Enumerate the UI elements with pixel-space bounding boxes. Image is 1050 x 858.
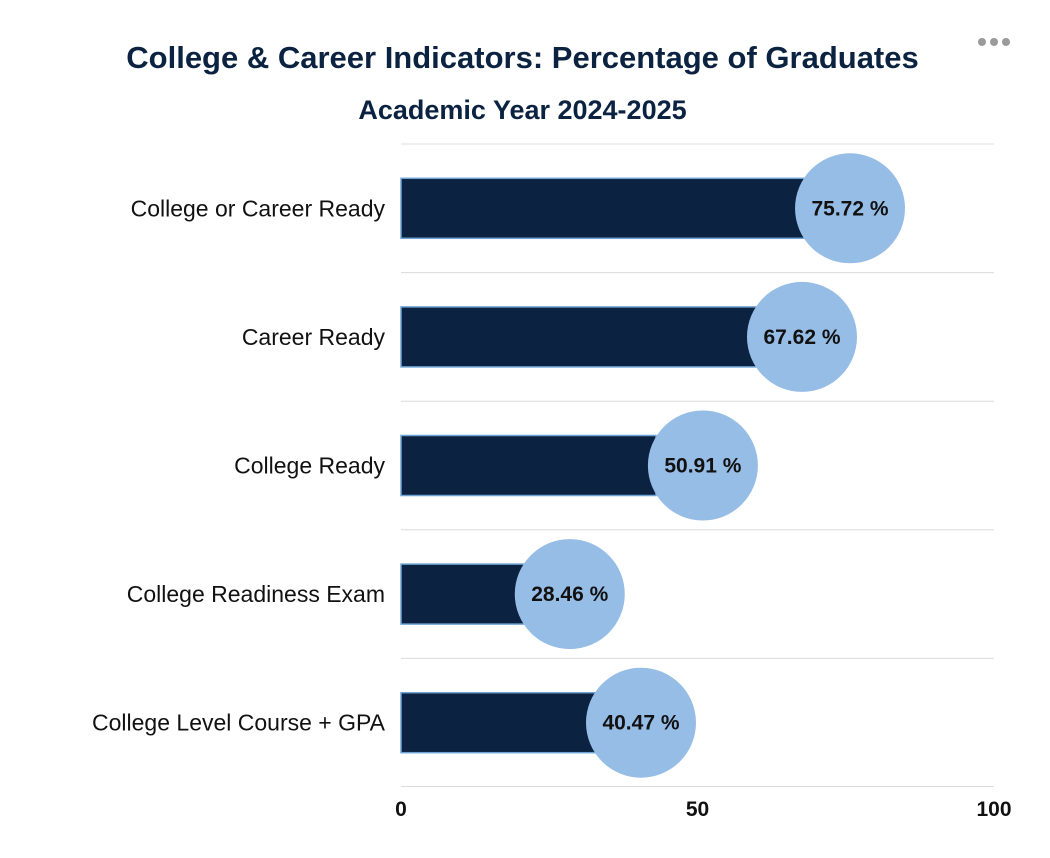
data-label: 28.46 %	[531, 583, 608, 606]
value-circle	[795, 153, 906, 264]
value-circle	[514, 539, 625, 650]
data-label: 50.91 %	[664, 455, 741, 478]
data-label: 67.62 %	[763, 326, 840, 349]
category-label: College Ready	[234, 453, 385, 479]
category-label: College or Career Ready	[131, 195, 386, 221]
more-horizontal-icon	[978, 38, 986, 46]
value-circle	[746, 281, 857, 392]
x-tick-label: 0	[395, 798, 407, 821]
chart-subtitle: Academic Year 2024-2025	[358, 95, 687, 125]
value-circle	[585, 667, 696, 778]
data-label: 75.72 %	[811, 197, 888, 220]
bar	[400, 434, 657, 497]
bar	[400, 177, 805, 240]
x-tick-label: 50	[686, 798, 709, 821]
category-label: College Level Course + GPA	[92, 710, 386, 736]
x-tick-label: 100	[976, 798, 1011, 821]
bar	[400, 563, 527, 625]
category-label: Career Ready	[242, 324, 386, 350]
category-label: College Readiness Exam	[127, 581, 385, 607]
more-horizontal-icon	[1002, 38, 1010, 46]
bar	[400, 306, 758, 368]
chart-title: College & Career Indicators: Percentage …	[126, 40, 919, 75]
chart-menu-button[interactable]	[972, 28, 1016, 56]
more-horizontal-icon	[990, 38, 998, 46]
value-circle	[647, 410, 758, 521]
bar	[400, 691, 598, 754]
data-label: 40.47 %	[602, 712, 679, 735]
